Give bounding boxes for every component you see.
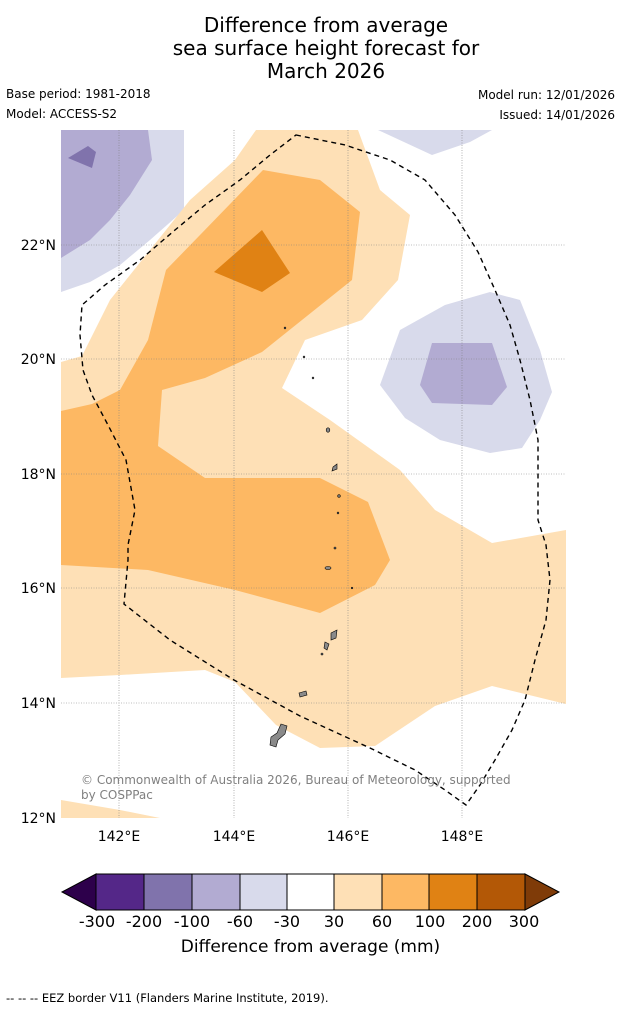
islands [269,326,354,748]
eez-border [79,134,551,806]
lon-label-146: 146°E [327,829,370,845]
island-tinian [323,641,330,651]
copyright-line-2: by COSPPac [81,788,153,802]
colorbar-ticks: -300 -200 -100 -60 -30 30 60 100 200 300 [79,912,539,931]
colorbar-tick-10: 300 [509,912,540,931]
title-line-1: Difference from average [203,13,449,37]
colorbar-bin-8 [428,873,478,911]
colorbar-bin-4 [239,873,288,911]
colorbar-bin-2 [143,873,193,911]
colorbar-tick-4: -60 [227,912,253,931]
island-medinilla [350,586,354,590]
lon-label-148: 148°E [441,829,484,845]
island-saipan [330,629,338,641]
lon-labels: 142°E 144°E 146°E 148°E [98,829,484,845]
issued-date: Issued: 14/01/2026 [499,108,615,122]
contour-neg-30-top [378,130,492,155]
contour-pos-100 [214,230,290,292]
colorbar [60,873,561,911]
island-alamagan [337,494,341,498]
island-farallon [283,326,287,330]
lat-label-18: 18°N [21,467,56,483]
lat-label-12: 12°N [21,811,56,827]
title-line-2: sea surface height forecast for [172,36,480,60]
contour-pos-30-bottomleft [61,800,160,818]
colorbar-bin-3 [191,873,241,911]
island-guguan [336,511,340,515]
island-maug [302,355,306,359]
colorbar-bin-9 [476,873,526,911]
island-rota [298,690,308,698]
title-line-3: March 2026 [266,59,386,83]
lat-label-22: 22°N [21,238,56,254]
lat-label-20: 20°N [21,352,56,368]
chart-title: Difference from average sea surface heig… [0,14,621,83]
lat-label-14: 14°N [21,696,56,712]
copyright-line-1: © Commonwealth of Australia 2026, Bureau… [81,773,511,787]
colorbar-tick-6: 30 [324,912,344,931]
island-anatahan [324,566,332,570]
island-guam [269,723,288,748]
contour-neg-100-topleft [68,146,96,168]
lat-labels: 22°N 20°N 18°N 16°N 14°N 12°N [21,238,56,827]
model-name: Model: ACCESS-S2 [6,107,118,121]
map-area: © Commonwealth of Australia 2026, Bureau… [61,130,566,818]
island-agrihan [325,427,331,433]
model-run: Model run: 12/01/2026 [477,88,615,102]
lat-label-16: 16°N [21,581,56,597]
lon-label-142: 142°E [98,829,141,845]
island-aguijan [320,652,324,656]
colorbar-extend-low [60,873,97,911]
colorbar-bin-7 [381,873,430,911]
base-period: Base period: 1981-2018 [6,87,151,101]
island-pagan [331,463,338,472]
colorbar-tick-7: 60 [372,912,392,931]
eez-footnote: -- -- -- EEZ border V11 (Flanders Marine… [6,991,329,1005]
colorbar-extend-high [524,873,561,911]
colorbar-tick-9: 200 [462,912,493,931]
lon-label-144: 144°E [213,829,256,845]
gridlines [61,130,566,818]
colorbar-tick-1: -300 [79,912,115,931]
island-asuncion [311,376,315,380]
colorbar-tick-8: 100 [415,912,446,931]
colorbar-tick-5: -30 [274,912,300,931]
contour-pos-60 [61,170,390,613]
colorbar-bin-1 [95,873,145,911]
colorbar-bin-6 [333,873,383,911]
island-sarigan [333,546,337,550]
colorbar-label: Difference from average (mm) [180,937,441,957]
colorbar-tick-2: -200 [126,912,162,931]
colorbar-bin-5 [286,873,335,911]
contour-neg-60-right [420,343,507,405]
colorbar-tick-3: -100 [174,912,210,931]
